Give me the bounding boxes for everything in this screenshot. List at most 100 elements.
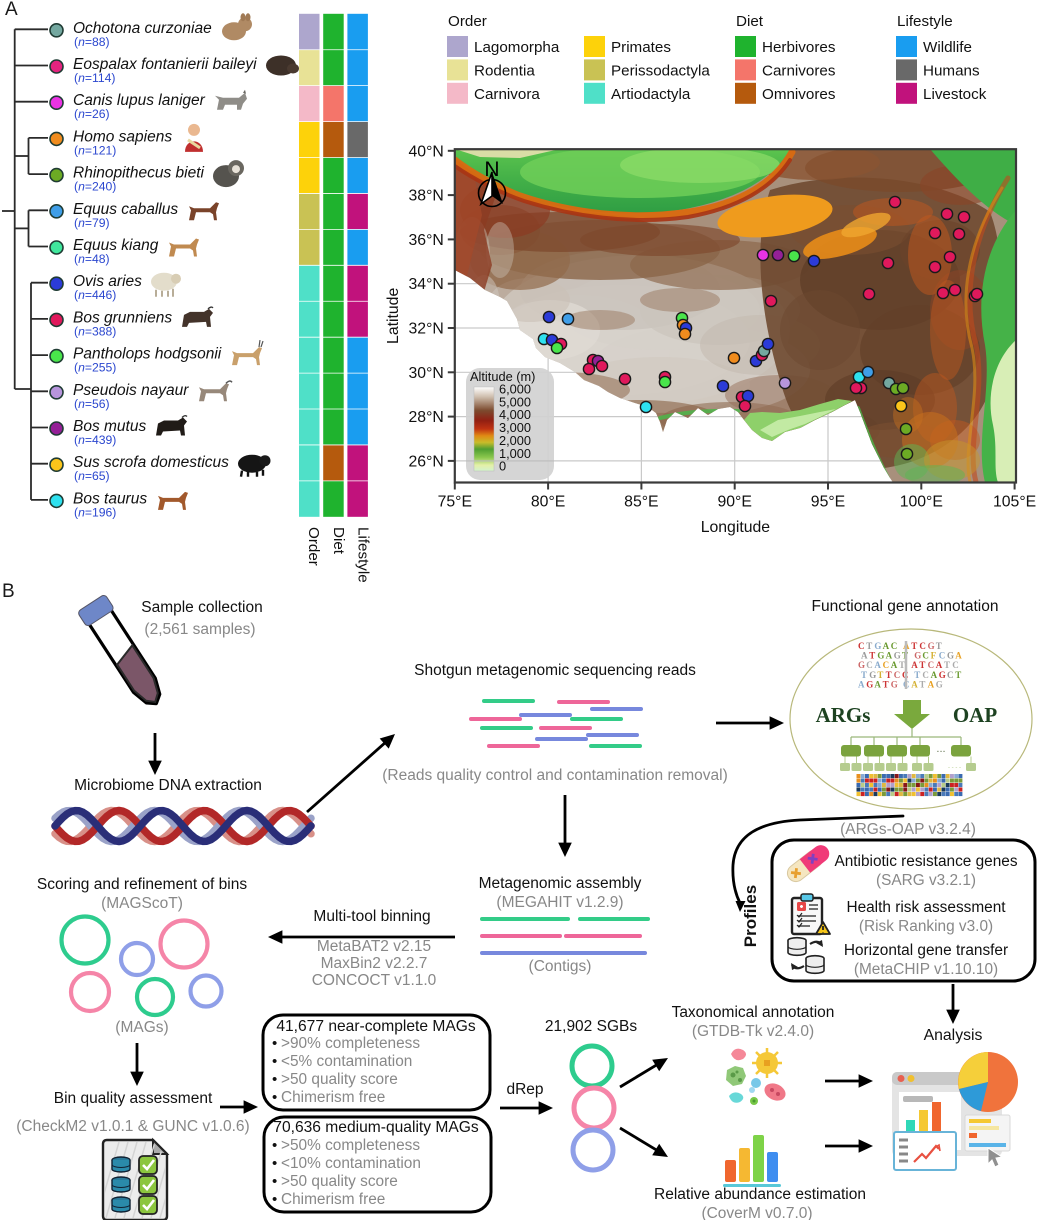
svg-text:C: C [922, 670, 929, 680]
svg-text:Antibiotic resistance genes: Antibiotic resistance genes [834, 853, 1017, 870]
svg-text:2,000: 2,000 [499, 433, 531, 448]
svg-text:T: T [955, 670, 961, 680]
svg-text:Equus caballus: Equus caballus [73, 201, 178, 218]
svg-text:Rhinopithecus bieti: Rhinopithecus bieti [73, 165, 205, 182]
svg-text:Relative abundance estimation: Relative abundance estimation [654, 1186, 866, 1203]
svg-text:(Risk Ranking v3.0): (Risk Ranking v3.0) [859, 918, 993, 935]
svg-text:Lagomorpha: Lagomorpha [474, 39, 560, 56]
svg-text:(ARGs-OAP v3.2.4): (ARGs-OAP v3.2.4) [840, 821, 976, 838]
svg-text:A: A [886, 651, 893, 661]
svg-text:G: G [947, 651, 954, 661]
svg-text:(CoverM v0.7.0): (CoverM v0.7.0) [701, 1205, 812, 1220]
svg-text:Wildlife: Wildlife [923, 39, 972, 56]
svg-text:Chimerism free: Chimerism free [281, 1089, 385, 1106]
svg-text:Horizontal gene transfer: Horizontal gene transfer [844, 942, 1008, 959]
svg-text:A: A [5, 0, 18, 20]
svg-text:<10% contamination: <10% contamination [281, 1155, 421, 1172]
svg-text:C: C [939, 651, 946, 661]
svg-text:T: T [919, 660, 925, 670]
svg-text:G: G [866, 679, 873, 689]
svg-text:(Contigs): (Contigs) [529, 958, 592, 975]
svg-text:A: A [928, 679, 935, 689]
svg-text:34°N: 34°N [409, 276, 444, 293]
svg-text:Diet: Diet [736, 13, 764, 30]
svg-text:A: A [858, 679, 865, 689]
svg-text:Homo sapiens: Homo sapiens [73, 128, 172, 145]
svg-text:(SARG v3.2.1): (SARG v3.2.1) [876, 872, 976, 889]
svg-text:(n=439): (n=439) [74, 433, 116, 447]
svg-text:>50 quality score: >50 quality score [281, 1071, 398, 1088]
svg-text:Eospalax fontanierii baileyi: Eospalax fontanierii baileyi [73, 56, 257, 73]
svg-text:Taxonomical annotation: Taxonomical annotation [672, 1004, 835, 1021]
svg-text:•: • [272, 1071, 277, 1088]
svg-text:...: ... [936, 743, 945, 755]
svg-text:MaxBin2 v2.2.7: MaxBin2 v2.2.7 [321, 955, 428, 972]
svg-text:>50% completeness: >50% completeness [281, 1137, 420, 1154]
svg-text:6,000: 6,000 [499, 382, 531, 397]
svg-text:C: C [891, 641, 898, 651]
svg-text:Diet: Diet [330, 527, 347, 555]
svg-text:(MAGs): (MAGs) [115, 1019, 168, 1036]
svg-text:Microbiome DNA extraction: Microbiome DNA extraction [74, 777, 262, 794]
svg-text:(CheckM2 v1.0.1 & GUNC v1.0.6): (CheckM2 v1.0.1 & GUNC v1.0.6) [16, 1118, 249, 1135]
svg-text:B: B [2, 581, 15, 602]
svg-text:OAP: OAP [953, 703, 998, 727]
svg-text:(n=121): (n=121) [74, 143, 116, 157]
svg-text:G: G [858, 660, 865, 670]
svg-text:C: C [947, 670, 954, 680]
svg-text:A: A [955, 651, 962, 661]
svg-text:30°N: 30°N [409, 365, 444, 382]
svg-text:C: C [866, 660, 873, 670]
svg-text:<5% contamination: <5% contamination [281, 1053, 412, 1070]
svg-text:Multi-tool binning: Multi-tool binning [313, 908, 430, 925]
svg-text:G: G [869, 670, 876, 680]
svg-text:Bos mutus: Bos mutus [73, 418, 146, 435]
svg-text:A: A [911, 660, 918, 670]
svg-text:Chimerism free: Chimerism free [281, 1191, 385, 1208]
svg-text:T: T [883, 679, 889, 689]
svg-text:A: A [936, 660, 943, 670]
svg-text:Order: Order [305, 527, 322, 566]
svg-text:36°N: 36°N [409, 232, 444, 249]
svg-text:G: G [928, 641, 935, 651]
svg-text:Order: Order [448, 13, 487, 30]
svg-text:(2,561 samples): (2,561 samples) [144, 621, 255, 638]
svg-text:Altitude (m): Altitude (m) [470, 369, 535, 384]
svg-text:- - - -: - - - - [948, 765, 961, 771]
svg-text:G: G [914, 651, 921, 661]
svg-text:Sus scrofa domesticus: Sus scrofa domesticus [73, 454, 229, 471]
svg-text:Primates: Primates [611, 39, 671, 56]
svg-text:(n=48): (n=48) [74, 252, 110, 266]
svg-text:T: T [919, 679, 925, 689]
svg-text:A: A [911, 679, 918, 689]
svg-text:Perissodactyla: Perissodactyla [611, 62, 710, 79]
svg-text:(n=26): (n=26) [74, 107, 110, 121]
svg-text:Ochotona curzoniae: Ochotona curzoniae [73, 20, 212, 37]
svg-text:Carnivores: Carnivores [762, 62, 836, 79]
svg-text:5,000: 5,000 [499, 394, 531, 409]
svg-text:Pantholops hodgsonii: Pantholops hodgsonii [73, 346, 222, 363]
svg-text:•: • [272, 1053, 277, 1070]
svg-text:Omnivores: Omnivores [762, 86, 836, 103]
svg-text:>90% completeness: >90% completeness [281, 1035, 420, 1052]
svg-text:G: G [874, 641, 881, 651]
svg-text:T: T [914, 670, 920, 680]
svg-text:Ovis aries: Ovis aries [73, 273, 142, 290]
svg-text:G: G [894, 651, 901, 661]
svg-text:Livestock: Livestock [923, 86, 987, 103]
svg-text:105°E: 105°E [993, 494, 1036, 511]
svg-text:38°N: 38°N [409, 188, 444, 205]
svg-text:95°E: 95°E [811, 494, 845, 511]
svg-text:•: • [272, 1191, 277, 1208]
svg-text:C: C [928, 660, 935, 670]
svg-text:(n=88): (n=88) [74, 35, 110, 49]
svg-text:G: G [891, 679, 898, 689]
svg-text:Pseudois nayaur: Pseudois nayaur [73, 382, 189, 399]
svg-text:Artiodactyla: Artiodactyla [611, 86, 691, 103]
svg-text:(MetaCHIP v1.10.10): (MetaCHIP v1.10.10) [854, 961, 998, 978]
svg-text:Profiles: Profiles [741, 885, 760, 947]
svg-text:Metagenomic assembly: Metagenomic assembly [479, 875, 642, 892]
svg-text:(n=79): (n=79) [74, 216, 110, 230]
svg-text:CONCOCT v1.1.0: CONCOCT v1.1.0 [312, 972, 437, 989]
svg-text:A: A [891, 660, 898, 670]
